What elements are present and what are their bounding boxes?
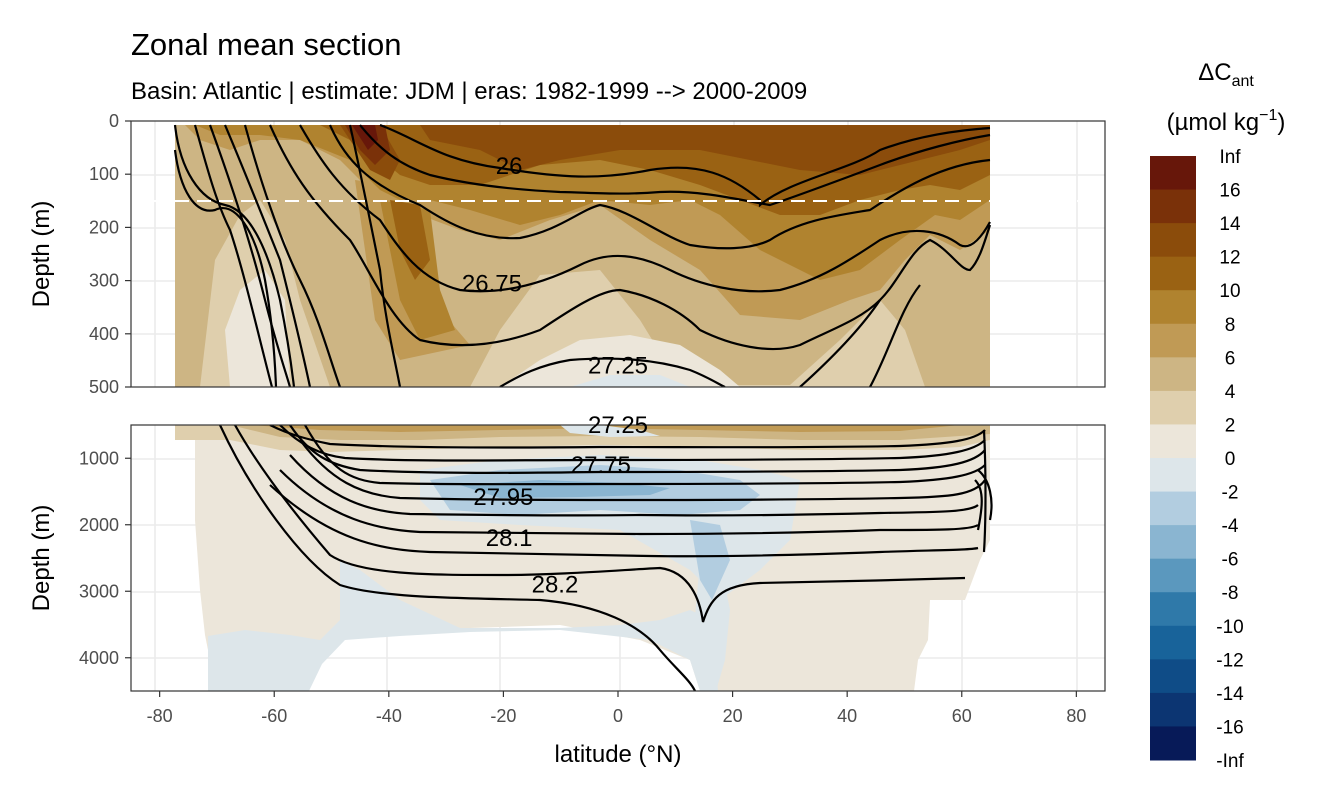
y-tick-label: 0 — [109, 111, 119, 131]
legend-swatch — [1150, 525, 1196, 560]
legend-label: -14 — [1216, 684, 1244, 705]
legend-label: Inf — [1219, 147, 1241, 168]
upper-panel-border — [130, 120, 1106, 388]
axes: -80 -60 -40 -20 0 20 40 60 80 0 100 200 300 400 500 100… — [79, 111, 1086, 726]
legend-label: -6 — [1222, 550, 1239, 571]
legend-swatch — [1150, 424, 1196, 459]
y-tick-label: 100 — [89, 164, 119, 184]
legend-swatch — [1150, 323, 1196, 358]
legend-label: -8 — [1222, 583, 1239, 604]
y-tick-label: 3000 — [79, 581, 119, 601]
legend-swatch — [1150, 189, 1196, 224]
x-tick-label: -60 — [261, 706, 287, 726]
legend-label: 6 — [1225, 348, 1236, 369]
legend-units-prefix: (µmol kg — [1167, 109, 1260, 136]
upper-y-axis-title: Depth (m) — [28, 201, 55, 308]
upper-panel — [130, 120, 1106, 388]
y-tick-label: 500 — [89, 377, 119, 397]
legend-label: 4 — [1225, 382, 1236, 403]
legend-swatch — [1150, 458, 1196, 493]
x-tick-label: 40 — [837, 706, 857, 726]
legend-swatch — [1150, 390, 1196, 425]
y-tick-label: 400 — [89, 324, 119, 344]
contour-label: 27.95 — [473, 484, 533, 511]
legend-label: 2 — [1225, 415, 1236, 436]
legend-label: 14 — [1219, 214, 1241, 235]
y-tick-label: 4000 — [79, 648, 119, 668]
chart-subtitle: Basin: Atlantic | estimate: JDM | eras: … — [131, 78, 807, 105]
y-tick-label: 200 — [89, 217, 119, 237]
contour-label: 27.75 — [571, 452, 631, 479]
contour-label: 27.25 — [588, 353, 648, 380]
legend-swatch — [1150, 156, 1196, 191]
x-tick-label: -80 — [147, 706, 173, 726]
legend-label: -16 — [1216, 717, 1243, 738]
chart-title: Zonal mean section — [131, 27, 402, 62]
legend-label: 0 — [1225, 449, 1236, 470]
legend-swatch — [1150, 558, 1196, 593]
contour-label: 27.25 — [588, 412, 648, 439]
lower-contours — [219, 425, 993, 691]
legend-units: (µmol kg−1) — [1167, 107, 1286, 136]
upper-field — [175, 125, 990, 387]
lower-field — [175, 425, 990, 691]
legend-swatch — [1150, 659, 1196, 694]
legend-label: -Inf — [1216, 751, 1244, 772]
legend-swatch — [1150, 726, 1196, 761]
contour-label: 28.2 — [532, 572, 579, 599]
y-tick-label: 1000 — [79, 448, 119, 468]
legend-label: 8 — [1225, 315, 1236, 336]
legend-label: 10 — [1219, 281, 1240, 302]
x-axis-title: latitude (°N) — [555, 741, 682, 768]
contour-label: 28.1 — [486, 525, 533, 552]
x-tick-label: 80 — [1066, 706, 1086, 726]
legend-label: -4 — [1222, 516, 1239, 537]
legend-title: ΔCant — [1198, 59, 1254, 90]
legend-label: -2 — [1222, 483, 1239, 504]
contour-labels: 26 26.75 27.25 27.25 27.75 27.95 28.1 28.2 — [462, 153, 648, 598]
contour-label: 26 — [496, 153, 523, 180]
y-tick-label: 2000 — [79, 515, 119, 535]
y-tick-label: 300 — [89, 271, 119, 291]
legend-swatch — [1150, 625, 1196, 660]
x-tick-label: -20 — [490, 706, 516, 726]
legend: ΔCant (µmol kg−1) Inf 16 14 12 10 8 6 4 2 0 -2 -4 -6… — [1150, 59, 1285, 772]
legend-title-sub: ant — [1232, 73, 1255, 90]
legend-label: -12 — [1216, 650, 1243, 671]
upper-contours — [173, 123, 992, 387]
legend-swatch — [1150, 256, 1196, 291]
legend-labels: Inf 16 14 12 10 8 6 4 2 0 -2 -4 -6 -8 -10 -12 -14 -16 -Inf — [1216, 147, 1244, 772]
x-tick-label: 60 — [952, 706, 972, 726]
lower-panel — [130, 424, 1106, 692]
legend-units-sup: −1 — [1259, 107, 1277, 124]
x-tick-label: 20 — [723, 706, 743, 726]
legend-units-suffix: ) — [1277, 109, 1285, 136]
x-tick-label: -40 — [376, 706, 402, 726]
legend-label: 16 — [1219, 181, 1240, 202]
lower-y-axis-title: Depth (m) — [28, 505, 55, 612]
legend-swatch — [1150, 692, 1196, 727]
legend-swatch — [1150, 223, 1196, 258]
legend-label: -10 — [1216, 617, 1243, 638]
contour-label: 26.75 — [462, 270, 522, 297]
legend-swatches — [1150, 156, 1196, 761]
legend-swatch — [1150, 357, 1196, 392]
x-tick-label: 0 — [613, 706, 623, 726]
legend-title-main: ΔC — [1198, 59, 1231, 86]
legend-swatch — [1150, 592, 1196, 627]
legend-swatch — [1150, 290, 1196, 325]
legend-swatch — [1150, 491, 1196, 526]
legend-label: 12 — [1219, 248, 1240, 269]
